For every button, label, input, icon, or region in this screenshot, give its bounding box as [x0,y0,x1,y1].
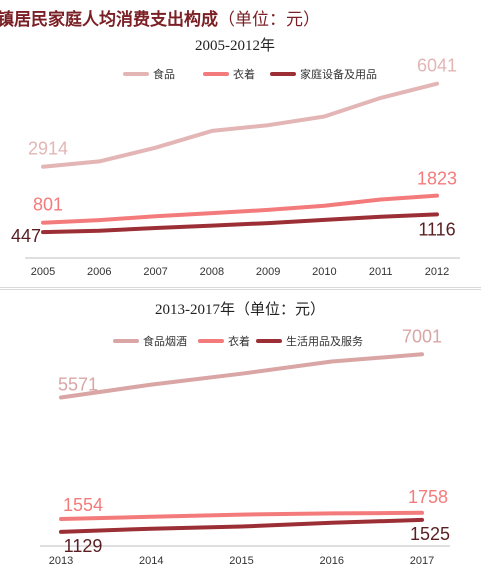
data-label: 1823 [417,169,457,189]
series-line [59,517,424,534]
legend-item: 家庭设备及用品 [270,67,377,81]
plot-area: 5571 7001 1554 1758 1129 1525 [58,326,450,556]
x-axis-ticks: 2013 2014 2015 2016 2017 [49,555,434,567]
chart-title: 2013-2017年（单位：元） [155,301,325,318]
x-tick-label: 2006 [87,266,111,278]
chart-legend: 食品烟酒 衣着 生活用品及服务 [113,334,363,348]
x-axis-ticks: 2005 2006 2007 2008 2009 2010 2011 2012 [31,266,449,278]
data-label: 1554 [63,495,103,515]
legend-label: 衣着 [233,67,255,81]
legend-item: 食品 [123,67,175,81]
chart-title-suffix: （单位：元） [218,10,320,30]
data-label: 1758 [408,487,448,507]
chart-title-main: 城镇居民家庭人均消费支出构成 [0,9,218,30]
x-tick-label: 2014 [139,555,163,567]
data-label: 1129 [64,536,103,556]
x-tick-label: 2015 [229,555,253,567]
legend-item: 食品烟酒 [113,334,187,348]
data-label: 6041 [417,56,457,76]
chart-legend: 食品 衣着 家庭设备及用品 [123,67,377,81]
legend-label: 食品烟酒 [143,334,187,348]
data-label: 1525 [410,524,450,544]
series-line [41,81,439,169]
x-tick-label: 2007 [143,266,167,278]
chart-2013-2017: 2013-2017年（单位：元） 食品烟酒 衣着 生活用品及服务 5571 7001 1… [40,301,450,567]
series-line [59,352,424,400]
x-tick-label: 2017 [410,555,434,567]
x-tick-label: 2008 [200,266,224,278]
legend-item: 生活用品及服务 [256,334,363,348]
data-label: 5571 [58,375,98,395]
chart-2005-2012: 城镇居民家庭人均消费支出构成（单位：元） 2005-2012年 食品 衣着 家庭设备… [0,9,460,278]
data-label: 7001 [402,326,442,346]
chart-subtitle: 2005-2012年 [195,37,275,54]
x-tick-label: 2013 [49,555,73,567]
legend-label: 家庭设备及用品 [300,67,377,81]
x-tick-label: 2011 [369,266,393,278]
plot-area: 2914 6041 801 1823 447 1116 [11,56,457,246]
data-label: 1116 [418,219,455,239]
legend-label: 食品 [153,67,175,81]
chart-title: 城镇居民家庭人均消费支出构成（单位：元） [0,9,320,30]
chart-panel-2005-2012: 城镇居民家庭人均消费支出构成（单位：元） 2005-2012年 食品 衣着 家庭设备… [0,0,481,288]
data-label: 447 [11,226,41,246]
series-line [59,510,424,521]
legend-label: 衣着 [228,334,250,348]
legend-label: 生活用品及服务 [286,334,363,348]
x-tick-label: 2012 [425,266,449,278]
legend-item: 衣着 [203,67,255,81]
x-tick-label: 2005 [31,266,55,278]
chart-panel-2013-2017: 2013-2017年（单位：元） 食品烟酒 衣着 生活用品及服务 5571 7001 1… [0,289,481,579]
series-line [41,212,439,235]
data-label: 801 [33,195,63,215]
legend-item: 衣着 [198,334,250,348]
x-tick-label: 2010 [312,266,336,278]
x-tick-label: 2009 [256,266,280,278]
data-label: 2914 [28,139,68,159]
x-tick-label: 2016 [320,555,344,567]
series-line [41,193,439,225]
